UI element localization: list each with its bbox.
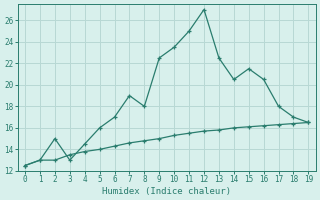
X-axis label: Humidex (Indice chaleur): Humidex (Indice chaleur) (102, 187, 231, 196)
